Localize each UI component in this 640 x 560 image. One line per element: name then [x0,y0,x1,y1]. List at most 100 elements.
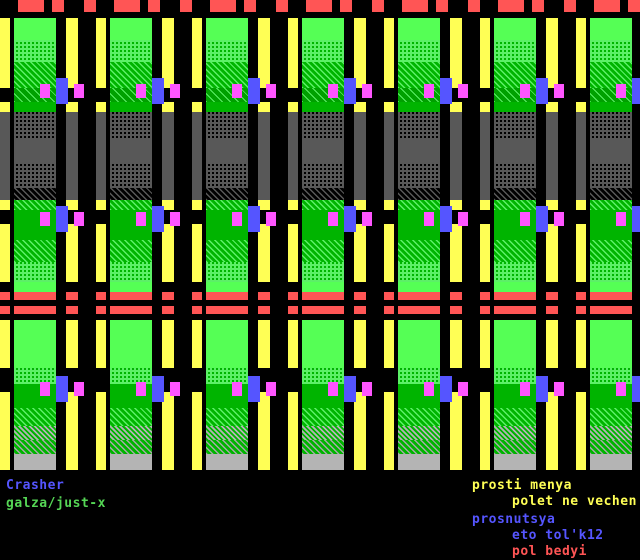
green-dither-band [494,408,536,426]
yellow-rule [162,224,174,282]
magenta-marker [266,84,276,98]
yellow-rule [0,392,10,470]
green-dither-band [14,240,56,262]
blue-marker [536,376,548,402]
blue-marker [536,78,548,104]
gray-dither-band [14,112,56,140]
green-dither-band [494,368,536,384]
red-cap [402,0,428,12]
red-separator [206,292,248,300]
red-separator [398,306,440,314]
green-band [14,102,56,112]
magenta-marker [362,212,372,226]
magenta-marker [616,382,626,396]
text-overlay: Crasher galza/just-x prosti menya polet n… [0,470,640,560]
gray-rule [66,112,78,200]
magenta-marker [266,212,276,226]
yellow-rule [66,224,78,282]
blue-marker [344,206,356,232]
green-dither-band [14,368,56,384]
yellow-rule [576,320,586,368]
red-separator [258,292,270,300]
yellow-rule [96,200,106,210]
yellow-rule [576,200,586,210]
green-band [110,18,152,40]
green-dither-band [110,40,152,62]
magenta-marker [170,212,180,226]
red-separator [590,306,632,314]
gray-dither-band [398,112,440,140]
green-dither-band [206,62,248,88]
yellow-rule [576,224,586,282]
gray-rule [288,112,298,200]
red-cap [210,0,236,12]
yellow-rule [546,320,558,368]
green-dither-band [590,408,632,426]
green-gray-dither-band [590,440,632,454]
gray-dither-band [590,162,632,188]
gray-band [110,454,152,470]
yellow-rule [288,102,298,112]
gray-band [14,140,56,162]
red-separator [494,292,536,300]
yellow-rule [162,18,174,88]
green-band [398,18,440,40]
art-tile [576,0,640,470]
magenta-marker [328,382,338,396]
red-cap [244,0,256,12]
yellow-rule [258,102,270,112]
red-separator [66,292,78,300]
red-cap [468,0,480,12]
green-dither-band [302,240,344,262]
magenta-marker [40,84,50,98]
magenta-marker [458,84,468,98]
red-cap [276,0,288,12]
lyric-line: prosti menya [472,478,572,493]
green-band [302,320,344,368]
yellow-rule [546,392,558,470]
red-separator [288,306,298,314]
magenta-marker [554,84,564,98]
yellow-rule [96,392,106,470]
blue-marker [152,206,164,232]
green-dither-band [110,262,152,282]
green-gray-dither-band [590,426,632,440]
green-gray-dither-band [494,426,536,440]
red-separator [384,306,394,314]
green-dither-band [590,262,632,282]
green-band [206,320,248,368]
red-separator [192,292,202,300]
red-separator [110,292,152,300]
yellow-rule [354,18,366,88]
magenta-marker [136,84,146,98]
gray-rule [354,112,366,200]
red-separator [302,306,344,314]
blue-marker [440,78,452,104]
red-separator [258,306,270,314]
yellow-rule [96,224,106,282]
magenta-marker [232,212,242,226]
yellow-rule [288,200,298,210]
green-gray-dither-band [14,440,56,454]
magenta-marker [362,382,372,396]
red-separator [66,306,78,314]
gray-band [494,454,536,470]
yellow-rule [192,320,202,368]
yellow-rule [384,320,394,368]
yellow-rule [546,18,558,88]
yellow-rule [450,18,462,88]
green-dither-band [206,200,248,210]
magenta-marker [616,84,626,98]
red-separator [576,306,586,314]
green-dither-band [398,62,440,88]
green-gray-dither-band [302,426,344,440]
ansi-art-canvas [0,0,640,470]
magenta-marker [328,212,338,226]
green-dither-band [110,240,152,262]
green-gray-dither-band [110,440,152,454]
red-cap [306,0,332,12]
gray-band [110,140,152,162]
yellow-rule [450,102,462,112]
green-band [590,282,632,292]
red-cap [18,0,44,12]
